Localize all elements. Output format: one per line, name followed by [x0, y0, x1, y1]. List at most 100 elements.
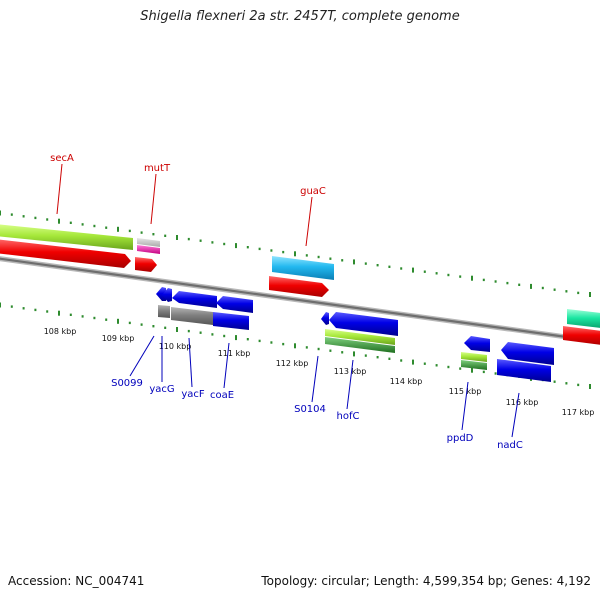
- bottom-ruler-tick: [565, 382, 568, 385]
- top-ruler-tick: [258, 247, 261, 251]
- top-ruler-tick: [294, 251, 296, 257]
- top-ruler-tick: [317, 255, 320, 259]
- top-ruler-tick: [565, 290, 568, 293]
- top-ruler-tick: [435, 272, 438, 275]
- bottom-ruler-tick: [128, 321, 131, 325]
- feature-secA-lime[interactable]: [0, 224, 133, 250]
- bottom-ruler-tick: [447, 365, 450, 369]
- top-ruler-tick: [0, 210, 1, 216]
- top-ruler-tick: [223, 242, 226, 246]
- bottom-ruler-tick: [412, 359, 414, 365]
- bottom-ruler-tick: [69, 313, 72, 316]
- feature-yacG-grey[interactable]: [171, 307, 213, 325]
- bottom-ruler-tick: [105, 318, 108, 321]
- bottom-ruler-tick: [282, 342, 285, 346]
- top-ruler-tick: [93, 224, 96, 228]
- bottom-ruler-tick: [329, 349, 332, 352]
- bottom-ruler-tick: [223, 334, 226, 338]
- feature-ppdD-blue[interactable]: [464, 336, 490, 352]
- top-ruler-tick: [46, 218, 49, 221]
- top-ruler-tick: [329, 257, 332, 260]
- bottom-ruler-tick: [553, 380, 556, 383]
- label-coaE[interactable]: coaE: [210, 390, 234, 401]
- feature-mutT-grey[interactable]: [137, 238, 160, 247]
- feature-mutT-red[interactable]: [135, 257, 157, 272]
- label-yacF[interactable]: yacF: [181, 389, 205, 400]
- feature-S0104-arrow[interactable]: [321, 312, 329, 325]
- bottom-ruler-tick: [294, 343, 296, 349]
- bottom-ruler-tick: [341, 351, 344, 354]
- label-ppdD[interactable]: ppdD: [447, 433, 474, 444]
- top-ruler-tick: [364, 262, 367, 265]
- label-yacG[interactable]: yacG: [149, 384, 174, 395]
- accession-text: Accession: NC_004741: [8, 574, 145, 588]
- top-strand-features: [0, 224, 600, 346]
- feature-yacF-blue[interactable]: [216, 296, 253, 313]
- bottom-ruler-tick: [152, 325, 155, 328]
- top-ruler-tick: [530, 283, 532, 289]
- label-hofC[interactable]: hofC: [337, 411, 360, 422]
- feature-mutT-magenta[interactable]: [137, 245, 160, 254]
- feature-guaC-cyan[interactable]: [272, 256, 334, 280]
- feature-yacG-blue[interactable]: [172, 291, 217, 308]
- gene-labels: secA mutT guaC S0099 yacG yacF coaE S010…: [50, 153, 523, 451]
- bottom-ruler-tick: [577, 383, 580, 387]
- kbp-label: 109 kbp: [102, 334, 135, 343]
- label-mutT[interactable]: mutT: [144, 163, 171, 174]
- feature-ppdD-green[interactable]: [461, 360, 487, 370]
- top-ruler-tick: [353, 259, 355, 265]
- bottom-ruler-tick: [140, 323, 143, 326]
- kbp-label: 115 kbp: [449, 387, 482, 396]
- top-ruler-tick: [117, 226, 119, 232]
- feature-nadC-blue[interactable]: [501, 342, 554, 365]
- feature-nadC-blue2[interactable]: [497, 359, 551, 382]
- bottom-ruler-tick: [246, 338, 249, 341]
- feature-S0099-arrow[interactable]: [156, 287, 166, 301]
- top-ruler-tick: [494, 280, 497, 283]
- feature-hofC-lime[interactable]: [325, 329, 395, 345]
- feature-guaC-red[interactable]: [269, 276, 329, 297]
- bottom-ruler-tick: [10, 305, 13, 308]
- top-ruler-tick: [58, 218, 60, 224]
- feature-hofC-blue[interactable]: [329, 312, 398, 336]
- kbp-label: 113 kbp: [334, 367, 367, 376]
- bottom-ruler-tick: [376, 356, 379, 359]
- top-ruler-tick: [589, 292, 591, 297]
- label-S0104[interactable]: S0104: [294, 404, 326, 415]
- feature-hofC-green[interactable]: [325, 337, 395, 353]
- label-nadC[interactable]: nadC: [497, 440, 523, 451]
- top-ruler-tick: [553, 288, 556, 291]
- feature-secA-red[interactable]: [0, 239, 131, 268]
- bottom-ruler-tick: [211, 333, 214, 336]
- bottom-ruler-tick: [423, 362, 426, 365]
- feature-coaE-blue[interactable]: [213, 312, 249, 330]
- top-ruler-tick: [305, 254, 308, 257]
- bottom-ruler-tick: [199, 331, 202, 334]
- top-ruler-tick: [447, 273, 450, 277]
- label-secA[interactable]: secA: [50, 153, 74, 164]
- bottom-ruler-tick: [258, 339, 261, 343]
- top-ruler-tick: [246, 246, 249, 249]
- bottom-ruler-tick: [435, 364, 438, 367]
- label-S0099[interactable]: S0099: [111, 378, 143, 389]
- kbp-label: 114 kbp: [390, 377, 423, 386]
- bottom-ruler-tick: [81, 315, 84, 318]
- feature-right-red[interactable]: [563, 326, 600, 346]
- top-ruler-tick: [105, 226, 108, 229]
- bottom-ruler-tick: [46, 310, 49, 313]
- bottom-ruler-tick: [317, 347, 320, 351]
- top-ruler-tick: [482, 278, 485, 282]
- feature-S0099-grey[interactable]: [158, 305, 170, 318]
- top-ruler-tick: [577, 291, 580, 295]
- top-ruler-tick: [187, 237, 190, 241]
- feature-ppdD-lime[interactable]: [461, 352, 487, 362]
- kbp-label: 116 kbp: [506, 398, 539, 407]
- label-guaC[interactable]: guaC: [300, 186, 326, 197]
- feature-S0099-arrow2[interactable]: [162, 288, 172, 302]
- top-ruler-tick: [376, 264, 379, 267]
- top-ruler-tick: [164, 234, 167, 237]
- kbp-label: 110 kbp: [159, 342, 192, 351]
- feature-right-teal[interactable]: [567, 309, 600, 329]
- bottom-dotted-ruler: [0, 302, 591, 389]
- bottom-ruler-tick: [164, 326, 167, 329]
